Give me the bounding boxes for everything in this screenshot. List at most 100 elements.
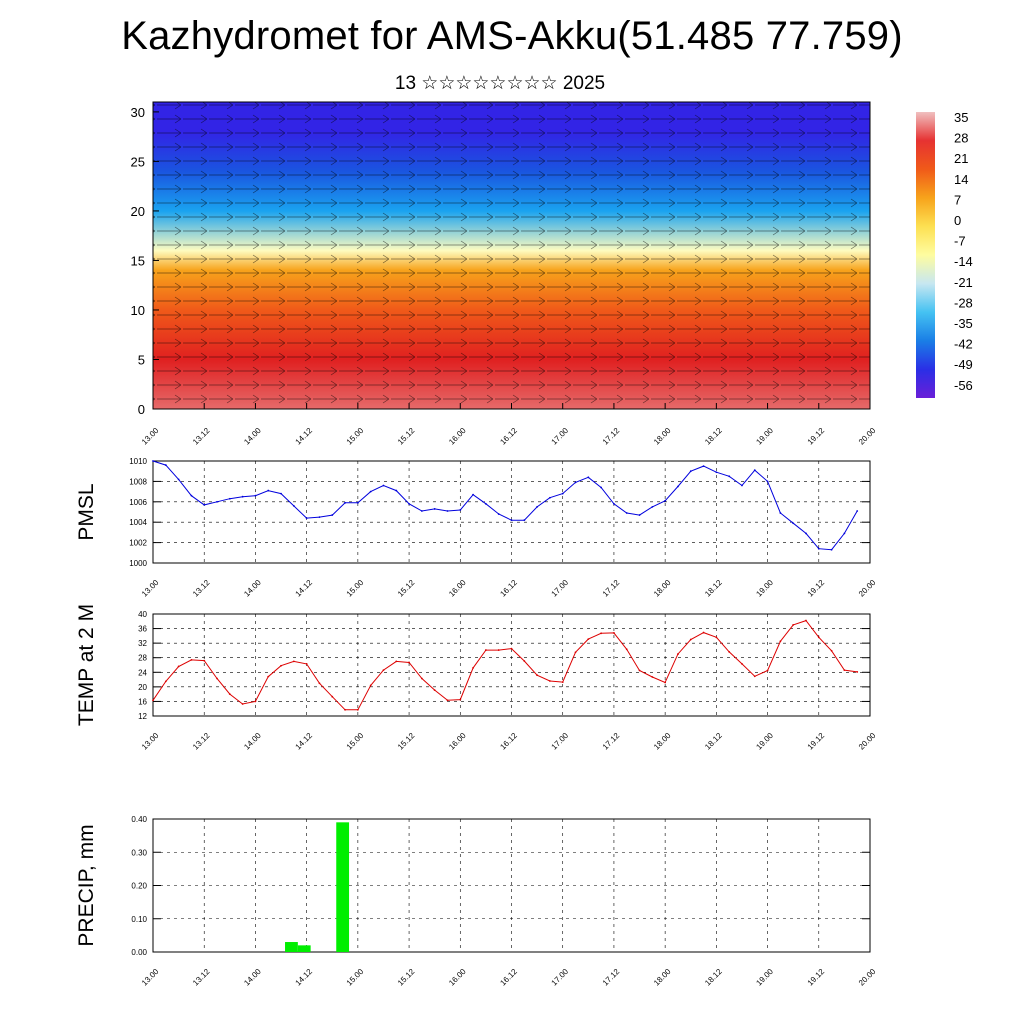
chart-title: Kazhydromet for AMS-Akku(51.485 77.759) (121, 14, 903, 58)
pmsl-xtick-label: 17.12 (601, 578, 622, 599)
pmsl-data-point (523, 519, 526, 522)
heatmap-ytick-label: 10 (131, 303, 145, 318)
temp-ytick-label: 24 (138, 668, 147, 677)
temp-ytick-label: 40 (138, 610, 147, 619)
temp-data-point (254, 700, 257, 703)
precip-bar (297, 945, 311, 952)
pmsl-ytick-label: 1010 (129, 457, 147, 466)
temp-xtick-label: 14.00 (242, 731, 263, 752)
temp-data-point (549, 680, 551, 682)
temp-data-point (484, 649, 487, 651)
temp-xtick-label: 18.12 (703, 731, 724, 752)
pmsl-xtick-label: 13.00 (140, 578, 161, 599)
precip-xtick-label: 15.00 (345, 967, 366, 988)
pmsl-data-point (356, 501, 359, 504)
temp-data-point (510, 647, 513, 650)
pmsl-data-point (395, 489, 398, 492)
temp-data-point (446, 699, 449, 702)
colorbar-label: 14 (954, 172, 968, 187)
temp-xtick-label: 13.00 (140, 731, 161, 752)
temp-data-point (574, 651, 577, 654)
pmsl-data-point (741, 484, 743, 487)
temp-data-point (702, 631, 705, 634)
heatmap-ytick-label: 20 (131, 204, 145, 219)
pmsl-xtick-label: 17.00 (550, 578, 571, 599)
pmsl-data-point (536, 506, 539, 508)
temp-data-point (344, 708, 346, 711)
precip-bar (336, 822, 350, 952)
pmsl-data-point (510, 519, 513, 522)
colorbar-swatch (916, 112, 935, 398)
pmsl-data-point (600, 486, 603, 489)
pmsl-xtick-label: 19.00 (754, 578, 775, 599)
temp-xtick-label: 13.12 (191, 731, 212, 752)
temp-data-point (677, 653, 679, 655)
temp-data-point (856, 671, 859, 673)
pmsl-data-point (292, 504, 295, 507)
pmsl-ylabel: PMSL (75, 483, 98, 540)
pmsl-data-point (613, 502, 615, 505)
temp-data-point (830, 649, 833, 652)
pmsl-data-point (689, 470, 692, 473)
precip-ytick-label: 0.20 (131, 882, 147, 891)
temp-data-point (523, 660, 526, 662)
precip-xtick-label: 18.12 (703, 967, 724, 988)
heatmap-xtick-label: 16.00 (447, 426, 468, 447)
precip-xtick-label: 13.00 (140, 967, 161, 988)
precip-ytick-label: 0.10 (131, 915, 147, 924)
temp-data-point (280, 664, 282, 667)
precip-ytick-label: 0.30 (131, 848, 147, 857)
pmsl-data-point (318, 516, 321, 518)
temp-data-point (587, 638, 590, 641)
pmsl-data-point (574, 481, 577, 484)
pmsl-data-point (779, 512, 782, 514)
heatmap-xtick-label: 18.00 (652, 426, 673, 447)
temp-data-point (331, 695, 334, 698)
pmsl-data-point (382, 484, 385, 487)
heatmap-xtick-label: 13.00 (140, 426, 161, 447)
temp-data-point (753, 675, 756, 678)
temp-data-point (625, 648, 628, 651)
temp-data-point (164, 680, 167, 683)
colorbar-label: -14 (954, 254, 973, 269)
temp-xtick-label: 17.00 (550, 731, 571, 752)
temp-xtick-label: 19.12 (806, 731, 827, 752)
colorbar-label: 28 (954, 131, 968, 146)
temp-data-point (356, 708, 359, 711)
temp-data-point (817, 636, 820, 639)
precip-xtick-label: 16.12 (498, 967, 519, 988)
pmsl-data-point (369, 490, 372, 493)
heatmap-xtick-label: 16.12 (498, 426, 519, 447)
temp-data-point (472, 667, 474, 669)
temp-series-line (152, 620, 858, 711)
temp-xtick-label: 18.00 (652, 731, 673, 752)
precip-xtick-label: 16.00 (447, 967, 468, 988)
pmsl-data-point (817, 547, 820, 550)
precip-xtick-label: 17.00 (550, 967, 571, 988)
pmsl-data-point (433, 508, 436, 510)
precip-xtick-label: 14.00 (242, 967, 263, 988)
heatmap-xtick-label: 17.00 (550, 426, 571, 447)
pmsl-data-point (843, 532, 846, 535)
pmsl-data-point (561, 492, 564, 495)
colorbar-label: -56 (954, 378, 973, 393)
pmsl-data-point (766, 480, 769, 483)
heatmap-xtick-label: 19.00 (754, 426, 775, 447)
heatmap-xtick-label: 14.12 (294, 426, 315, 447)
pmsl-panel: 1000 1002 1004 1006 1008 1010 13.00 13.12 14.00 1… (75, 457, 878, 599)
heatmap-ytick-label: 0 (138, 402, 145, 417)
pmsl-data-point (830, 548, 833, 551)
temp-data-point (369, 684, 372, 687)
pmsl-data-point (446, 510, 449, 512)
pmsl-data-point (228, 497, 231, 500)
pmsl-data-point (459, 509, 462, 511)
pmsl-data-point (164, 464, 167, 466)
colorbar-label: -28 (954, 295, 973, 310)
temp-data-point (805, 619, 807, 622)
pmsl-data-point (753, 469, 756, 472)
precip-xtick-label: 19.12 (806, 967, 827, 988)
temp-data-point (792, 624, 795, 626)
temp-data-point (408, 661, 410, 664)
temp-data-point (741, 663, 743, 665)
colorbar-label: 0 (954, 213, 961, 228)
